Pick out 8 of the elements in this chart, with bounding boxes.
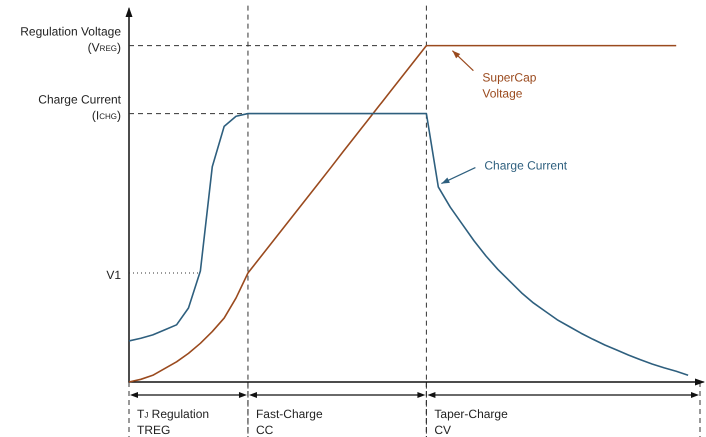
ref-line-label: Charge Current (ICHG)	[38, 92, 122, 123]
ref-line-label: V1	[106, 268, 122, 282]
text: SuperCap Voltage	[482, 70, 537, 101]
text: Fast-Charge CC	[256, 407, 323, 437]
ref-line-label: Regulation Voltage (VREG)	[20, 24, 122, 55]
text: Charge Current	[484, 158, 568, 173]
text: Taper-Charge CV	[434, 407, 508, 437]
text: TJ Regulation TREG	[137, 407, 210, 437]
